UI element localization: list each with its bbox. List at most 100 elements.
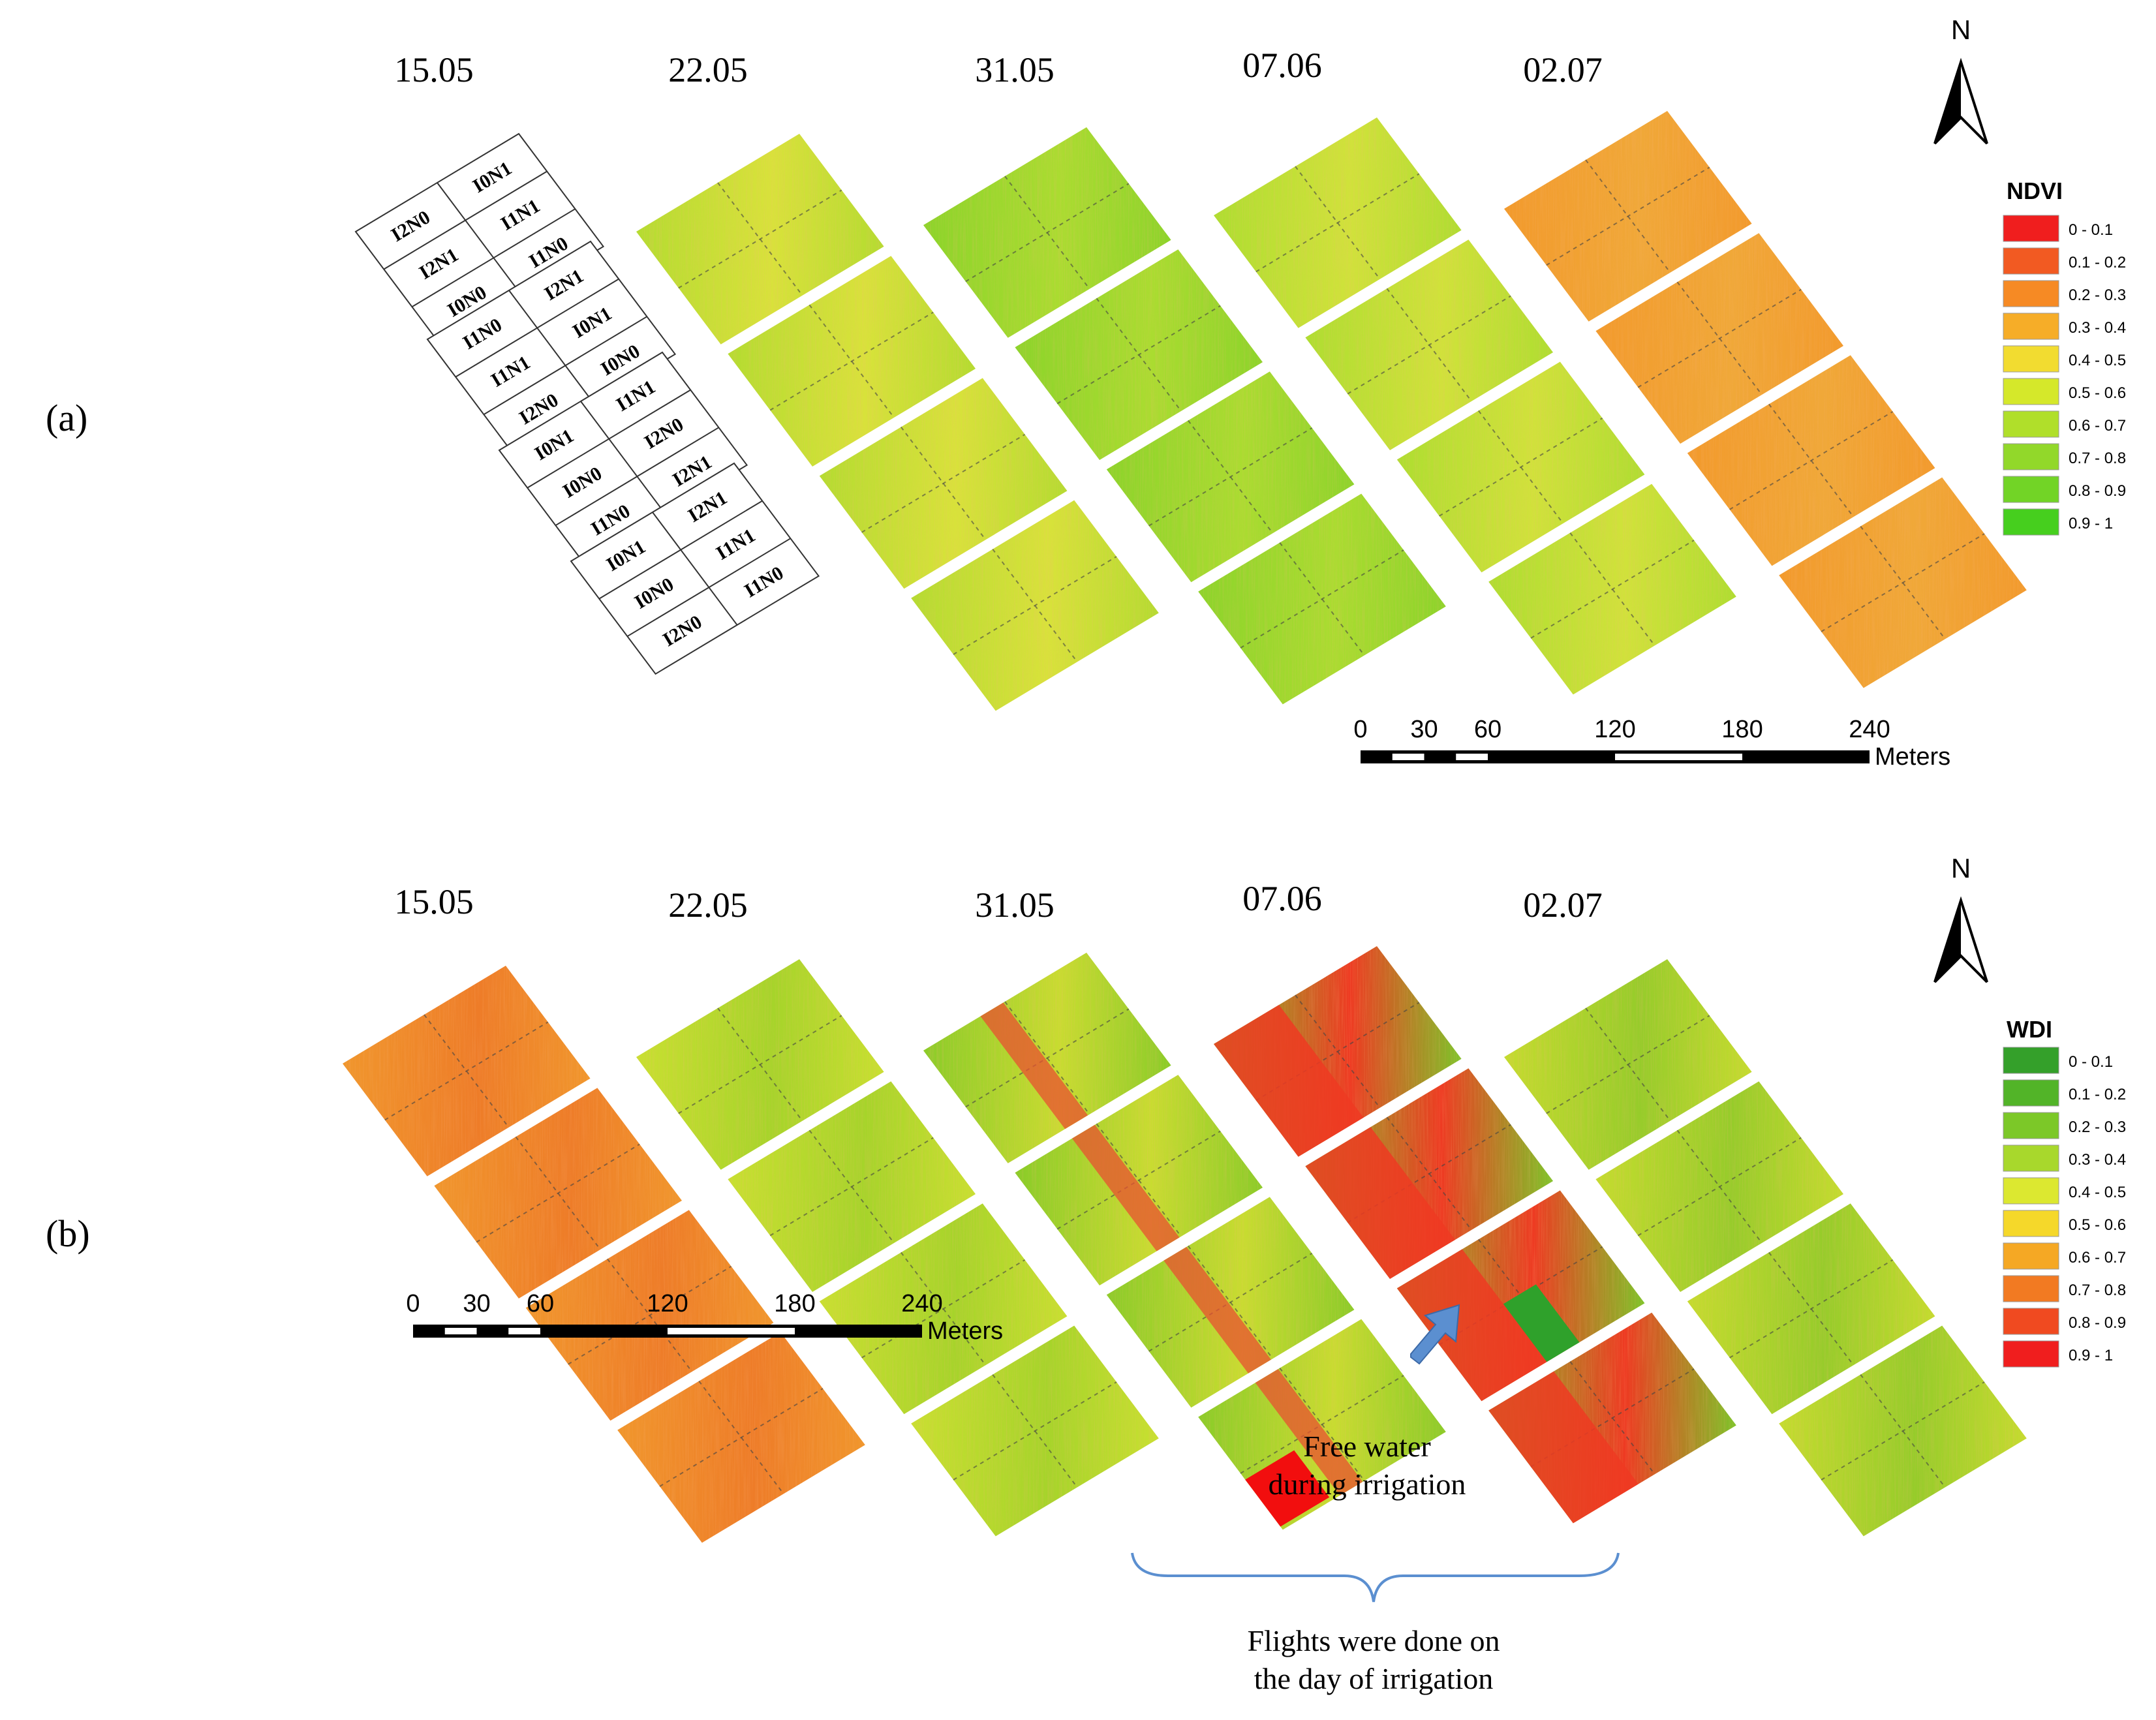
field-block — [1198, 493, 1446, 705]
scale-tick-label: 0 — [406, 1290, 420, 1317]
free-water-arrow — [1410, 1304, 1460, 1365]
free-water-text-2: during irrigation — [1269, 1467, 1466, 1501]
plot-grid-line — [1439, 417, 1603, 517]
plot-grid-line — [769, 311, 934, 411]
north-label: N — [1951, 14, 1971, 45]
field-block — [1214, 117, 1462, 328]
scale-tick-label: 240 — [1849, 716, 1890, 743]
scale-tick-label: 30 — [1410, 716, 1438, 743]
plot-grid-line — [1637, 1137, 1802, 1236]
scale-tick-label: 180 — [1721, 716, 1763, 743]
field-block — [1305, 1068, 1553, 1279]
ndvi-field-3 — [923, 127, 1446, 705]
ndvi-legend: NDVI 0 - 0.1 0.1 - 0.2 0.2 - 0.3 0.3 - 0.4 0… — [2003, 177, 2126, 536]
plot-grid-line — [568, 1265, 732, 1365]
dry-stripe — [1163, 1246, 1271, 1374]
legend-label: 0.7 - 0.8 — [2069, 1282, 2126, 1299]
dry-half — [1396, 1249, 1547, 1402]
field-block — [911, 500, 1159, 711]
field-block — [1779, 477, 2027, 688]
wdi-legend-title: WDI — [2007, 1016, 2052, 1043]
legend-label: 0.2 - 0.3 — [2069, 286, 2126, 304]
layout-cell-line — [437, 182, 523, 296]
plot-grid-line — [953, 556, 1117, 655]
legend-label: 0.1 - 0.2 — [2069, 1086, 2126, 1103]
ndvi-field-2 — [636, 134, 1159, 711]
legend-swatch — [2003, 345, 2059, 373]
legend-label: 0 - 0.1 — [2069, 1053, 2113, 1071]
scale-bar-segment — [668, 1328, 795, 1334]
scale-unit: Meters — [927, 1317, 1003, 1345]
legend-label: 0.3 - 0.4 — [2069, 1151, 2126, 1169]
legend-swatch — [2003, 410, 2059, 438]
plot-grid-line — [1056, 1130, 1221, 1230]
field-block — [1305, 239, 1553, 450]
dry-half — [1214, 1005, 1364, 1157]
legend-swatch — [2003, 476, 2059, 503]
legend-swatch — [2003, 1112, 2059, 1139]
legend-label: 0.5 - 0.6 — [2069, 384, 2126, 402]
field-block — [525, 1210, 774, 1421]
plot-grid-line — [861, 1259, 1026, 1359]
field-block — [1687, 1203, 1935, 1415]
field-block — [819, 378, 1068, 589]
scale-bar-segment — [1392, 754, 1424, 760]
panel-b-date-1: 15.05 — [394, 882, 474, 921]
scale-tick-label: 120 — [1594, 716, 1635, 743]
legend-swatch — [2003, 1177, 2059, 1205]
field-block — [1779, 1325, 2027, 1537]
plot-grid-line — [1240, 1375, 1404, 1474]
legend-swatch — [2003, 443, 2059, 470]
plot-grid-line — [1729, 1259, 1894, 1359]
scale-tick-label: 240 — [901, 1290, 942, 1317]
legend-swatch — [2003, 1242, 2059, 1270]
legend-label: 0.1 - 0.2 — [2069, 254, 2126, 271]
legend-swatch — [2003, 215, 2059, 242]
legend-swatch — [2003, 1275, 2059, 1302]
flights-text-2: the day of irrigation — [1254, 1662, 1494, 1695]
legend-label: 0.6 - 0.7 — [2069, 1249, 2126, 1267]
panel-a-date-5: 02.07 — [1523, 50, 1603, 89]
wdi-fields — [343, 946, 2027, 1543]
panel-a-date-4: 07.06 — [1242, 46, 1322, 85]
plot-grid-line — [1546, 166, 1710, 266]
panel-a: (a) 15.05 22.05 31.05 07.06 02.07 I2N0I0… — [46, 14, 2126, 771]
plot-grid-line — [1096, 298, 1182, 412]
plot-grid-line — [1729, 410, 1894, 510]
scale-bar-segment — [1456, 754, 1488, 760]
field-block — [1488, 484, 1736, 695]
panel-b-date-3: 31.05 — [975, 885, 1055, 925]
legend-swatch — [2003, 378, 2059, 405]
ndvi-legend-title: NDVI — [2007, 177, 2063, 204]
plot-grid-line — [1148, 427, 1313, 527]
flights-text-1: Flights were done on — [1247, 1624, 1500, 1657]
wdi-legend: WDI 0 - 0.1 0.1 - 0.2 0.2 - 0.3 0.3 - 0.4 0.… — [2003, 1016, 2126, 1368]
legend-label: 0.8 - 0.9 — [2069, 1314, 2126, 1332]
plot-grid-line — [1347, 295, 1511, 395]
plot-layout-map: I2N0I0N1I2N1I1N1I0N0I1N0I1N0I2N1I1N1I0N1… — [354, 132, 820, 675]
plot-grid-line — [1240, 549, 1404, 649]
legend-swatch — [2003, 280, 2059, 307]
scale-tick-label: 180 — [774, 1290, 815, 1317]
plot-grid-line — [678, 189, 842, 289]
scale-tick-label: 120 — [647, 1290, 688, 1317]
saturated-patch — [1245, 1450, 1330, 1527]
north-arrow-a: N — [1933, 14, 1988, 145]
panel-a-date-3: 31.05 — [975, 50, 1055, 89]
scale-unit: Meters — [1875, 743, 1950, 771]
legend-swatch — [2003, 1340, 2059, 1368]
field-block — [1595, 233, 1843, 444]
plot-grid-line — [1637, 288, 1802, 388]
panel-b-date-2: 22.05 — [668, 885, 748, 925]
legend-label: 0 - 0.1 — [2069, 221, 2113, 239]
field-block — [1396, 361, 1645, 573]
panel-a-dates: 15.05 22.05 31.05 07.06 02.07 — [394, 46, 1603, 89]
field-block — [1595, 1081, 1843, 1292]
field-block — [434, 1088, 682, 1298]
field-block — [1504, 111, 1752, 322]
legend-swatch — [2003, 313, 2059, 340]
